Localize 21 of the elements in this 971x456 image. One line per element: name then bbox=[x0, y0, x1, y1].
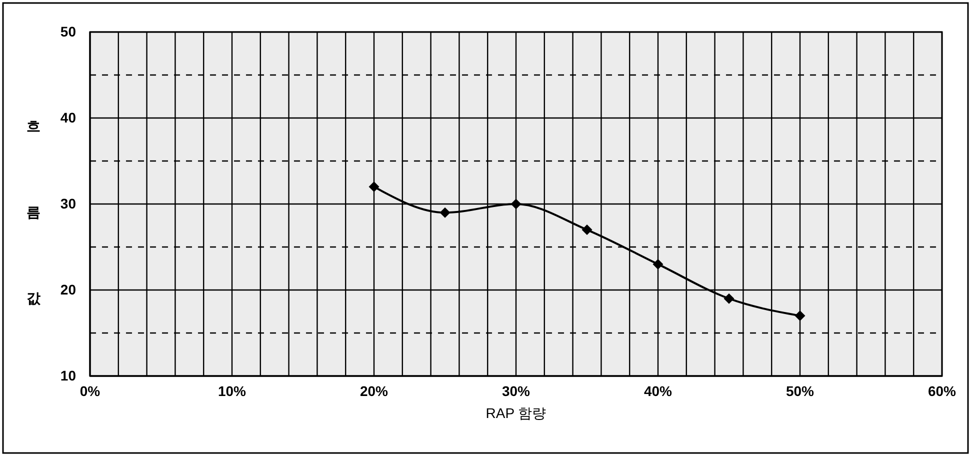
x-tick-label: 20% bbox=[360, 382, 389, 399]
x-tick-label: 10% bbox=[218, 382, 247, 399]
point bbox=[794, 310, 806, 322]
x-tick-label: 50% bbox=[786, 382, 815, 399]
point bbox=[582, 224, 592, 236]
x-axis-title: RAP 함량 bbox=[486, 405, 546, 421]
y-tick-label: 30 bbox=[60, 195, 76, 212]
x-tick-label: 30% bbox=[502, 382, 531, 399]
x-tick-label: 60% bbox=[928, 382, 957, 399]
y-tick-label: 20 bbox=[60, 281, 76, 298]
x-tick-label: 0% bbox=[80, 382, 101, 399]
y-tick-label: 50 bbox=[60, 23, 76, 40]
point bbox=[368, 182, 380, 192]
y-axis-title: 흐름값 bbox=[25, 110, 42, 368]
y-tick-label: 10 bbox=[60, 367, 76, 384]
x-tick-label: 40% bbox=[644, 382, 673, 399]
y-tick-label: 40 bbox=[60, 109, 76, 126]
point bbox=[440, 207, 450, 218]
point bbox=[510, 198, 522, 210]
point bbox=[652, 258, 664, 270]
point bbox=[724, 293, 734, 304]
